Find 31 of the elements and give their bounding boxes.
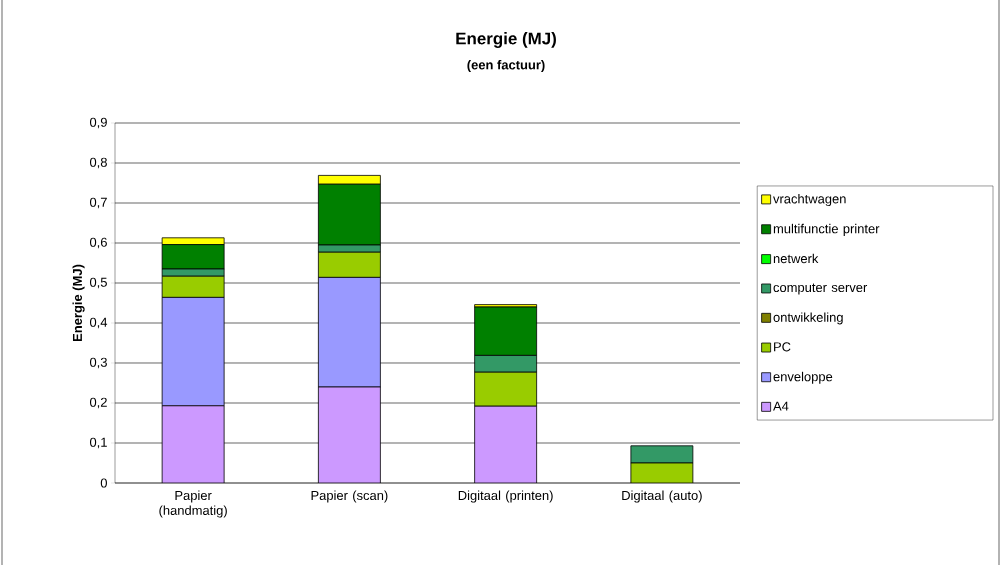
- y-tick-label: 0,5: [89, 277, 107, 289]
- x-tick-label: Papier (scan): [311, 490, 388, 503]
- y-tick-label: 0,6: [89, 237, 107, 249]
- chart-title: Energie (MJ): [456, 32, 556, 48]
- bar: [161, 405, 225, 483]
- y-tick-label: 0,1: [89, 437, 107, 449]
- legend-label: ontwikkeling: [773, 312, 843, 325]
- legend-label: PC: [774, 342, 791, 352]
- y-tick-label: 0,4: [89, 317, 108, 329]
- legend-label: computer server: [773, 283, 868, 295]
- bar: [317, 386, 381, 483]
- x-tick-label: Papier (handmatig): [159, 490, 227, 518]
- bar: [474, 405, 538, 483]
- y-tick-label: 0: [100, 478, 107, 488]
- chart-subtitle: (een factuur): [467, 59, 545, 73]
- legend-label: enveloppe: [773, 371, 833, 384]
- y-tick-label: 0,9: [89, 117, 107, 129]
- legend-label: vrachtwagen: [773, 193, 846, 207]
- bar: [161, 275, 225, 298]
- y-tick-label: 0,2: [89, 397, 107, 409]
- y-tick-label: 0,3: [89, 357, 107, 369]
- legend-label: multifunctie printer: [773, 223, 880, 236]
- legend-label: netwerk: [773, 253, 819, 264]
- bar: [474, 371, 538, 407]
- x-tick-label: Digitaal (auto): [622, 490, 702, 503]
- x-tick-label: Digitaal (printen): [458, 490, 553, 503]
- bar: [317, 251, 381, 278]
- legend-label: A4: [773, 401, 789, 411]
- y-axis-title: Energie (MJ): [72, 264, 85, 341]
- y-tick-label: 0,7: [89, 197, 107, 209]
- y-tick-label: 0,8: [89, 157, 107, 169]
